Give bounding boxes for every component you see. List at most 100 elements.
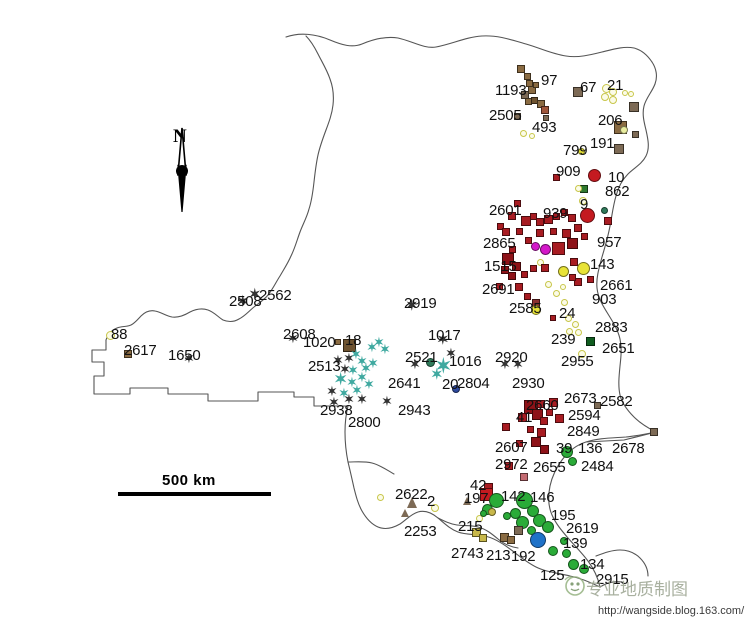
map-marker-square — [508, 245, 516, 253]
map-label-2505: 2505 — [489, 107, 522, 124]
map-marker-star — [405, 298, 419, 312]
map-marker-star — [333, 371, 348, 386]
map-marker-star — [326, 384, 338, 397]
map-marker-square — [515, 439, 523, 447]
map-marker-square — [517, 65, 525, 73]
country-outline-north — [285, 33, 653, 63]
map-marker-square — [629, 102, 639, 112]
map-marker-star — [499, 357, 511, 370]
map-marker-square — [541, 264, 549, 272]
map-marker-star — [287, 331, 299, 344]
map-label-2920: 2920 — [495, 349, 528, 366]
map-marker-star — [356, 392, 368, 405]
watermark-logo-icon — [564, 576, 585, 596]
map-marker-star — [381, 394, 393, 407]
map-label-2608: 2608 — [283, 326, 316, 343]
map-marker-star — [366, 340, 378, 353]
map-label-139: 139 — [563, 535, 588, 552]
map-marker-circle-open — [609, 96, 617, 104]
province-boundary-west-2 — [103, 387, 233, 402]
map-marker-circle-open — [609, 88, 617, 96]
map-marker-square — [515, 283, 523, 291]
map-marker-square — [568, 214, 576, 222]
map-marker-square — [342, 338, 356, 352]
province-boundary-se-stub2 — [599, 581, 623, 588]
country-outline-south — [344, 405, 601, 588]
map-marker-square — [524, 236, 532, 244]
map-marker-square — [593, 401, 601, 409]
map-marker-square — [124, 350, 132, 358]
scalebar — [118, 492, 271, 496]
map-marker-square — [471, 527, 481, 537]
map-marker-square — [537, 400, 545, 408]
map-label-67: 67 — [580, 79, 597, 96]
map-marker-circle — [503, 512, 511, 520]
map-marker-circle-open — [536, 258, 544, 266]
map-marker-circle — [561, 446, 573, 458]
map-marker-square — [520, 270, 528, 278]
map-marker-circle — [488, 508, 496, 516]
map-label-2943: 2943 — [398, 402, 431, 419]
map-marker-circle — [452, 385, 460, 393]
map-marker-star — [338, 386, 350, 399]
map-label-134: 134 — [580, 556, 605, 573]
map-marker-square — [541, 106, 549, 114]
map-marker-square — [550, 315, 556, 321]
map-marker-circle-open — [544, 280, 552, 288]
map-label-213: 213 — [486, 547, 511, 564]
map-marker-circle-open — [601, 93, 609, 101]
map-label-1650: 1650 — [168, 347, 201, 364]
map-marker-circle-open — [105, 330, 115, 340]
map-label-42: 42 — [470, 477, 487, 494]
map-marker-square — [528, 86, 536, 94]
map-label-215: 215 — [458, 518, 483, 535]
map-label-2800: 2800 — [348, 414, 381, 431]
map-marker-circle-open — [552, 289, 560, 297]
map-marker-square — [570, 258, 578, 266]
map-label-2582: 2582 — [600, 393, 633, 410]
map-marker-square — [507, 536, 515, 544]
country-outline-east — [548, 431, 657, 588]
map-marker-square — [560, 208, 568, 216]
map-marker-circle — [567, 558, 579, 570]
north-arrow-icon — [176, 127, 188, 213]
map-label-2617: 2617 — [124, 342, 157, 359]
map-marker-star — [409, 357, 421, 370]
map-marker-circle-open — [574, 328, 582, 336]
watermark-text: 专业地质制图 — [586, 580, 688, 600]
map-label-1016: 1016 — [449, 353, 482, 370]
map-marker-circle-open — [475, 514, 483, 522]
map-label-21: 21 — [607, 77, 624, 94]
map-marker-star — [379, 342, 391, 355]
map-marker-circle-open — [529, 133, 535, 139]
map-marker-circle — [531, 305, 541, 315]
map-marker-square — [566, 237, 578, 249]
map-marker-square — [502, 253, 514, 265]
map-marker-star — [445, 346, 457, 359]
map-label-2849: 2849 — [567, 423, 600, 440]
map-marker-square — [526, 425, 534, 433]
map-marker-star — [373, 335, 385, 348]
map-marker-circle-open — [376, 493, 384, 501]
map-label-20: 20 — [442, 376, 459, 393]
map-marker-square — [549, 227, 557, 235]
map-marker-star — [351, 383, 363, 396]
map-marker-circle-open — [579, 197, 587, 205]
map-marker-circle-open — [560, 298, 568, 306]
map-label-41: 41 — [516, 409, 533, 426]
map-marker-square — [517, 412, 527, 422]
map-marker-square — [502, 423, 510, 431]
map-label-206: 206 — [598, 112, 623, 129]
map-marker-circle — [548, 546, 558, 556]
province-boundary-west-1 — [231, 391, 349, 407]
map-marker-square — [573, 87, 583, 97]
map-marker-star — [436, 332, 450, 346]
map-marker-square — [548, 397, 558, 407]
map-label-192: 192 — [511, 548, 536, 565]
map-label-10: 10 — [608, 169, 625, 186]
map-label-24: 24 — [559, 305, 576, 322]
map-marker-square — [631, 130, 639, 138]
province-boundary-west-3 — [91, 339, 107, 395]
